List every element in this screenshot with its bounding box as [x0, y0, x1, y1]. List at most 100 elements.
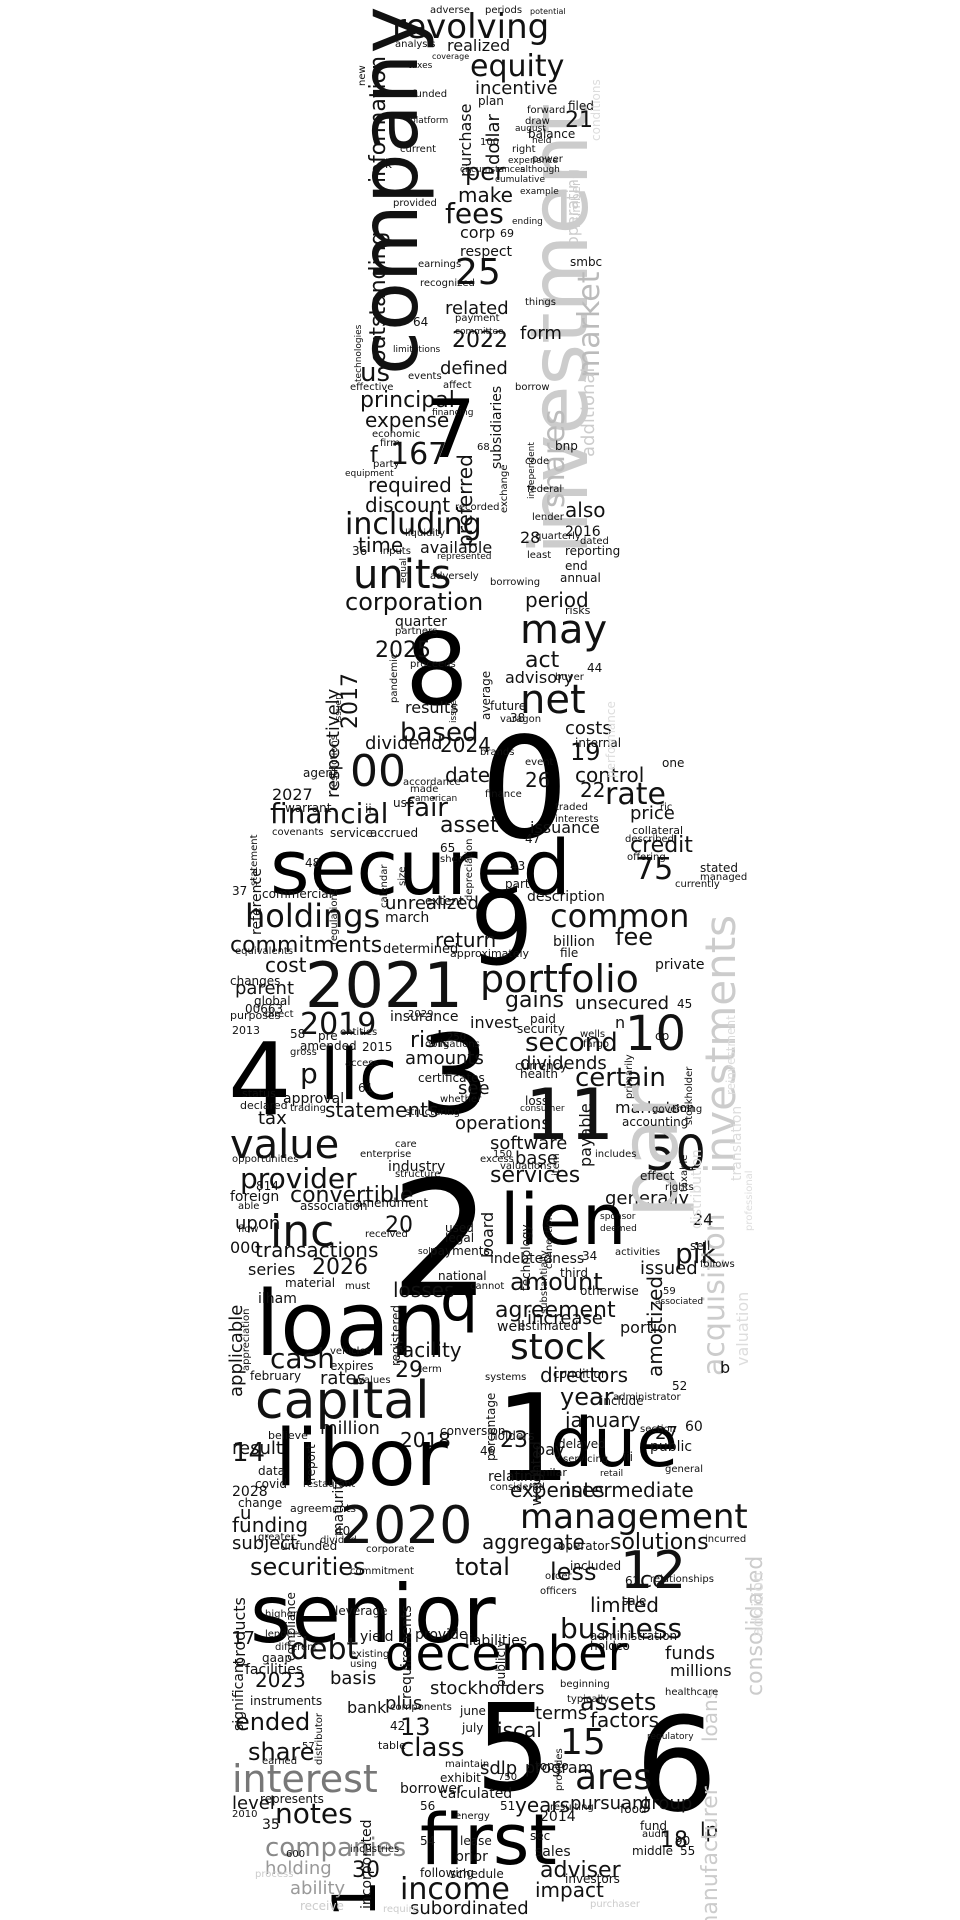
word-financing: financing	[432, 408, 474, 418]
word-60: 60	[685, 1419, 703, 1435]
word-34: 34	[582, 1249, 598, 1263]
word-corporation: corporation	[345, 588, 484, 616]
word-december: december	[385, 1626, 628, 1682]
word-28: 28	[520, 528, 541, 547]
word-accounting: accounting	[622, 1115, 689, 1129]
word-period: period	[525, 588, 589, 612]
word-adviser: adviser	[540, 1858, 621, 1883]
word-incurred: incurred	[705, 1534, 747, 1545]
word-libor: libor	[275, 1414, 448, 1504]
word-structuring: structuring	[405, 1107, 460, 1118]
word-rates: rates	[320, 1368, 366, 1389]
word-exchange: exchange	[499, 464, 510, 513]
word-8: 8	[405, 611, 469, 728]
word-control: control	[575, 763, 645, 787]
word-revolving: revolving	[392, 7, 550, 47]
word-direct: direct	[265, 1009, 294, 1020]
word-expires: expires	[330, 1359, 374, 1373]
word-leverage: leverage	[335, 1604, 388, 1618]
word-date: date	[445, 763, 491, 787]
word-professional: professional	[744, 1170, 755, 1231]
word-conversion: conversion	[440, 1424, 506, 1438]
word-principal: principal	[360, 388, 455, 413]
word-table: table	[378, 1739, 406, 1752]
word-healthcare: healthcare	[665, 1687, 719, 1698]
word-opportunities: opportunities	[232, 1154, 299, 1165]
word-including: including	[345, 507, 482, 542]
word-12: 12	[620, 1541, 687, 1601]
word-restrictions: restrictions	[329, 735, 340, 791]
word-operations: operations	[455, 1113, 551, 1134]
word-balance: balance	[528, 127, 576, 141]
word-29: 29	[395, 1358, 423, 1383]
word-obligations: obligations	[425, 1039, 480, 1050]
word-aggregate: aggregate	[482, 1530, 585, 1554]
word-change: change	[238, 1496, 283, 1510]
word-covid: covid	[255, 1477, 287, 1491]
word-schedule: schedule	[450, 1867, 504, 1881]
word-governing: governing	[652, 1104, 703, 1115]
word-agreements: agreements	[290, 1502, 357, 1515]
word-sdlp: sdlp	[480, 1758, 518, 1779]
word-significant: significant	[231, 1658, 247, 1731]
word-forward: forward	[527, 105, 566, 116]
word-expense: expense	[365, 408, 450, 432]
word-43: 43	[510, 859, 526, 873]
word-2025: 2025	[375, 638, 431, 663]
word-otherwise: otherwise	[580, 1284, 639, 1298]
word-per: per	[465, 158, 505, 186]
word-distributor: distributor	[314, 1713, 325, 1765]
word-cumulative: cumulative	[495, 175, 546, 185]
word-agent: agent	[303, 766, 338, 780]
word-purchaser: purchaser	[590, 1899, 641, 1910]
word-relationships: relationships	[650, 1574, 714, 1585]
word-enterprise: enterprise	[360, 1149, 412, 1160]
word-48: 48	[305, 856, 321, 870]
word-dated: dated	[580, 536, 609, 547]
word-first: first	[420, 1799, 557, 1881]
word-risk: risk	[410, 1028, 450, 1053]
word-sales: sales	[535, 1844, 571, 1860]
word-provided: provided	[393, 198, 437, 209]
word-reporting: reporting	[565, 544, 621, 558]
word-able: able	[238, 1201, 260, 1212]
word-holdings: holdings	[245, 897, 381, 935]
word-time: time	[358, 533, 404, 557]
word-components: components	[390, 1702, 452, 1713]
word-000: 000	[230, 1238, 261, 1257]
word-600: 600	[286, 1849, 306, 1860]
word-status: status	[242, 1087, 276, 1100]
word-40: 40	[335, 1524, 351, 1538]
word-association: association	[300, 1199, 368, 1213]
word-commitments: commitments	[230, 933, 383, 958]
word-existing: existing	[350, 1649, 390, 1660]
word-although: although	[520, 165, 560, 175]
word-56: 56	[420, 1799, 436, 1813]
word-incorporated: incorporated	[359, 1819, 375, 1909]
word-annual: annual	[560, 571, 601, 585]
word-servicing: servicing	[563, 1454, 609, 1465]
word-committee: committee	[455, 327, 504, 337]
word-liquidity: liquidity	[405, 528, 445, 539]
word-deemed: deemed	[600, 1224, 637, 1234]
word-determined: determined	[383, 942, 459, 957]
word-borrow: borrow	[515, 382, 550, 393]
word-52: 52	[672, 1379, 688, 1393]
word-follows: follows	[700, 1259, 735, 1270]
word-additional: additional	[578, 367, 599, 457]
word-us: us	[360, 358, 391, 388]
word-q: q	[440, 1265, 479, 1335]
word-750: 750	[498, 1772, 518, 1783]
word-offering: offering	[627, 852, 666, 863]
word-59: 59	[663, 1286, 676, 1297]
word-lien: lien	[500, 1179, 627, 1261]
word-valuations: valuations	[500, 1161, 552, 1172]
word-regulations: regulations	[329, 888, 340, 945]
word-due: due	[550, 1404, 679, 1483]
word-outstanding: outstanding	[366, 231, 391, 363]
word-47: 47	[525, 832, 541, 846]
word-currently: currently	[675, 879, 720, 890]
word-liabilities: liabilities	[465, 1633, 528, 1649]
word-9: 9	[470, 871, 534, 988]
word-non: non	[672, 1101, 695, 1115]
